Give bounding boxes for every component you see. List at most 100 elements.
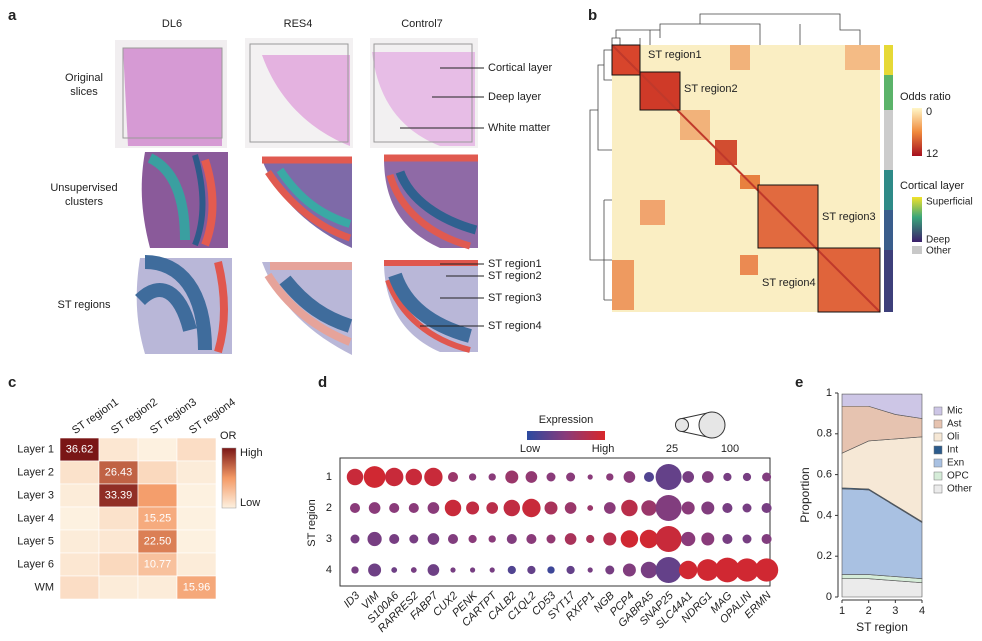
dot [409, 534, 419, 544]
colorbar-tick: Low [240, 497, 260, 509]
dot [486, 502, 499, 514]
colorbar-tick: Superficial [926, 197, 973, 208]
legend-label: Exn [947, 458, 964, 469]
cell [59, 483, 100, 508]
heatmap-block [740, 255, 758, 275]
block-outline [757, 184, 819, 249]
dot [424, 467, 443, 487]
cell [59, 506, 100, 531]
dot [444, 499, 462, 517]
heatmap-block [640, 200, 665, 225]
legend-label: Int [947, 445, 958, 456]
y-tick-label: 0.2 [817, 550, 832, 562]
cell-label: 33.39 [105, 489, 133, 501]
dot [468, 473, 477, 481]
dot [622, 563, 636, 577]
block-outline [817, 247, 881, 313]
dot [605, 565, 615, 575]
colorbar-tick: 0 [926, 106, 932, 118]
y-tick-label: 0.8 [817, 428, 832, 440]
colorbar [912, 197, 922, 242]
cell [98, 552, 139, 577]
column-title: Control7 [401, 18, 443, 30]
colorbar [221, 447, 237, 509]
dot [389, 502, 400, 514]
dot [527, 565, 536, 575]
legend-swatch [933, 471, 943, 481]
dot [754, 558, 779, 582]
cluster [147, 153, 190, 241]
dot [389, 533, 400, 545]
y-axis-label: ST region [306, 499, 318, 547]
y-tick-label: 0.6 [817, 469, 832, 481]
size-legend-label: 100 [721, 443, 739, 455]
region [214, 261, 228, 354]
dot [368, 502, 381, 514]
dot [679, 560, 698, 580]
dot [526, 533, 537, 545]
dendrogram [611, 13, 861, 45]
size-legend-label: 25 [666, 443, 678, 455]
x-axis-label: ST region [856, 620, 908, 634]
panel-letter: a [8, 7, 17, 24]
heatmap-block [715, 140, 737, 165]
dot [586, 534, 595, 544]
frame [249, 43, 349, 143]
cell [176, 506, 217, 531]
dendrogram [589, 49, 612, 301]
dot [742, 534, 752, 544]
dot [507, 565, 516, 575]
heatmap-block [845, 45, 880, 70]
layer-strip [884, 45, 893, 75]
dot [587, 505, 594, 511]
annotation: ST region1 [488, 258, 542, 270]
cell [59, 575, 100, 600]
dot [566, 565, 575, 575]
cell-label: 10.77 [144, 558, 172, 570]
cell-label: 15.96 [183, 581, 211, 593]
frame [373, 43, 473, 143]
cell [176, 552, 217, 577]
size-legend-dot [698, 411, 726, 439]
panel-letter: c [8, 374, 16, 391]
cell [98, 529, 139, 554]
layer-strip [884, 170, 893, 210]
annotation: ST region3 [488, 292, 542, 304]
cell [98, 506, 139, 531]
dot [696, 559, 719, 581]
dot [546, 472, 556, 482]
dot [367, 531, 382, 547]
size-legend-dot [675, 418, 689, 432]
x-tick-label: 1 [839, 605, 845, 617]
legend-swatch [933, 419, 943, 429]
dot [587, 474, 593, 480]
region [279, 275, 353, 333]
tissue [384, 158, 478, 248]
cell [137, 483, 178, 508]
dot [640, 561, 658, 579]
block-label: ST region4 [762, 277, 816, 289]
tissue [372, 52, 475, 146]
legend-label: Oli [947, 432, 959, 443]
region [135, 255, 212, 351]
column-title: DL6 [162, 18, 182, 30]
row-label: WM [34, 581, 54, 593]
row-label: Original slices [65, 72, 103, 98]
tissue [262, 55, 350, 146]
dot [722, 533, 733, 545]
y-tick-label: 1 [826, 387, 832, 399]
dot [489, 567, 495, 573]
dot [470, 567, 476, 573]
row-label: Layer 4 [17, 512, 54, 524]
legend-tick: High [592, 443, 615, 455]
dot [346, 468, 364, 486]
area [841, 393, 923, 419]
row-label: Unsupervised clusters [50, 182, 117, 208]
dot [522, 498, 541, 518]
dot [742, 503, 752, 513]
legend-label: Ast [947, 419, 962, 430]
heatmap-block [730, 45, 750, 70]
dot [505, 470, 519, 484]
dot [620, 530, 639, 548]
dot [349, 502, 361, 514]
